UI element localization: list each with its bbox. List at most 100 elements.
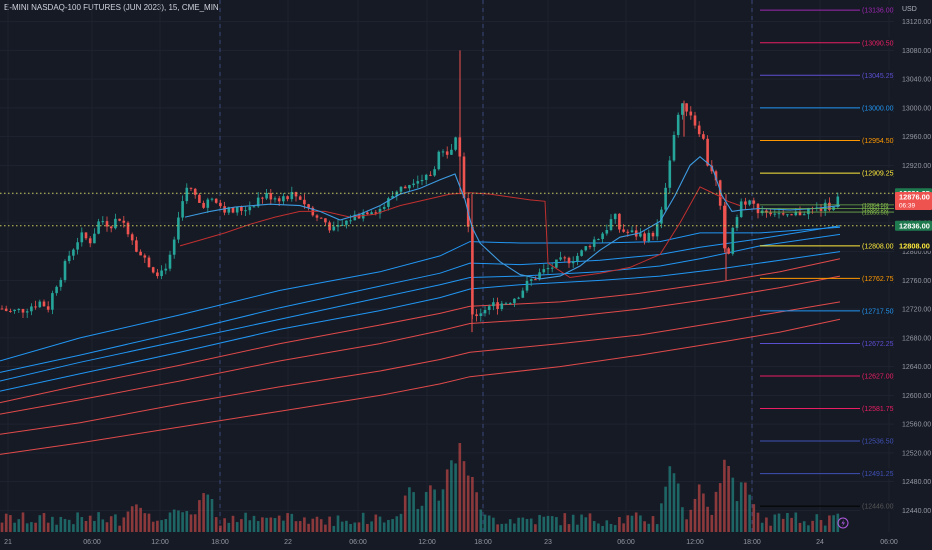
- level-label-bg: [860, 370, 894, 381]
- level-label-bg: [860, 273, 894, 284]
- candle-body: [324, 218, 327, 223]
- volume-bar: [798, 522, 802, 532]
- candle-body: [483, 309, 487, 314]
- candle-body: [525, 280, 529, 291]
- candle-body: [88, 238, 92, 244]
- volume-bar: [487, 515, 491, 532]
- volume-bar: [710, 514, 714, 532]
- volume-bar: [807, 525, 810, 532]
- price-axis[interactable]: USD 13120.00 13080.00 13040.00 13000.00 1296…: [894, 0, 932, 532]
- volume-bar: [223, 518, 226, 532]
- candle-body: [151, 267, 155, 273]
- candle-body: [349, 220, 352, 222]
- candle-body: [122, 220, 126, 223]
- volume-bar: [307, 523, 310, 532]
- volume-bar: [760, 522, 764, 532]
- volume-bar: [823, 525, 827, 532]
- candle-body: [93, 233, 96, 244]
- volume-bar: [777, 513, 781, 532]
- candle-body: [655, 223, 659, 237]
- candle-body: [160, 270, 163, 277]
- volume-bar: [781, 518, 785, 532]
- candle-body: [664, 187, 667, 210]
- candle-body: [836, 196, 840, 207]
- candle-body: [307, 204, 310, 208]
- ma-ribbon-blue: [0, 251, 841, 392]
- currency-label: USD: [902, 6, 917, 13]
- candle-body: [550, 267, 554, 269]
- volume-bar: [332, 525, 336, 532]
- volume-bar: [46, 522, 50, 532]
- candle-body: [433, 169, 436, 176]
- volume-bar: [441, 489, 445, 532]
- candle-body: [282, 196, 285, 202]
- volume-bar: [588, 513, 592, 532]
- volume-bar: [80, 517, 84, 532]
- volume-bar: [114, 514, 117, 532]
- candle-body: [542, 269, 546, 273]
- y-tick-label: 13080.00: [902, 48, 931, 55]
- candle-body: [328, 222, 331, 231]
- candle-body: [584, 246, 588, 251]
- level-label-bg: [860, 501, 894, 512]
- candle-body: [51, 293, 54, 310]
- ma-ribbon-blue: [0, 226, 841, 362]
- volume-bar: [403, 495, 407, 532]
- volume-bar: [504, 523, 508, 532]
- candle-body: [189, 187, 193, 189]
- x-tick-label: 24: [816, 539, 824, 546]
- candle-body: [298, 196, 302, 200]
- candle-body: [618, 213, 621, 230]
- volume-bar: [88, 515, 92, 532]
- candle-body: [504, 303, 508, 305]
- volume-bar: [395, 516, 399, 532]
- volume-bar: [433, 489, 436, 532]
- y-tick-label: 12560.00: [902, 422, 931, 429]
- candle-body: [521, 290, 525, 298]
- volume-bar: [819, 520, 823, 532]
- replay-icon[interactable]: [837, 517, 849, 529]
- candle-body: [76, 242, 79, 250]
- candle-body: [710, 165, 714, 172]
- x-tick-label: 21: [4, 539, 12, 546]
- ma-ribbon-red: [0, 318, 841, 455]
- volume-bar: [143, 513, 147, 532]
- candle-body: [702, 134, 705, 139]
- candle-body: [206, 199, 210, 208]
- reference-lines: [0, 192, 894, 227]
- y-tick-label: 13000.00: [902, 105, 931, 112]
- candle-body: [353, 214, 357, 221]
- volume-bar: [727, 466, 730, 532]
- volume-bar: [147, 513, 151, 532]
- y-tick-label: 12960.00: [902, 134, 931, 141]
- level-label: (12762.75): [862, 276, 896, 283]
- volume-bar: [324, 524, 327, 532]
- volume-bar: [101, 519, 105, 532]
- time-axis[interactable]: 21 06:00 12:00 18:00 22 06:00 12:00 18:00 23 06:0…: [0, 532, 932, 550]
- candle-body: [807, 207, 810, 215]
- candle-body: [588, 246, 592, 248]
- moving-average-ribbons: [0, 225, 841, 455]
- ma-ribbon-blue: [0, 233, 841, 382]
- candle-body: [13, 309, 16, 312]
- volume-bar: [748, 494, 751, 532]
- volume-bar: [601, 525, 604, 532]
- candle-body: [391, 196, 394, 199]
- candle-body: [819, 207, 823, 211]
- volume-bar: [769, 525, 772, 532]
- volume-bar: [21, 512, 25, 532]
- candle-body: [609, 219, 613, 230]
- candle-body: [105, 221, 109, 227]
- volume-bar: [584, 517, 588, 532]
- candle-body: [164, 268, 168, 271]
- candle-body: [454, 137, 457, 150]
- candle-body: [84, 232, 88, 239]
- candle-body: [147, 257, 151, 268]
- volume-bar: [479, 509, 483, 532]
- candle-body: [769, 212, 772, 215]
- candle-body: [30, 306, 33, 312]
- volume-bar: [634, 512, 638, 532]
- candle-body: [731, 227, 735, 254]
- volume-bar: [828, 515, 831, 532]
